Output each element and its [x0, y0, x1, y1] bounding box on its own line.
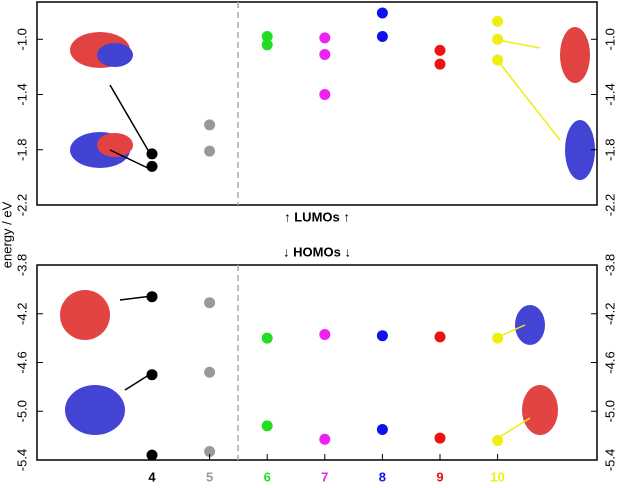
y-tick-label: -1.4: [602, 83, 617, 105]
x-tick-label: 7: [321, 469, 328, 484]
x-tick-label: 4: [148, 469, 156, 484]
y-tick-label: -5.0: [14, 400, 29, 422]
y-tick-label: -4.2: [14, 303, 29, 325]
y-tick-label: -4.6: [602, 351, 617, 373]
orbital-level: [377, 31, 388, 42]
plot-frame: [37, 265, 597, 460]
orbital-pictures: [60, 27, 595, 435]
orbital-level: [204, 297, 215, 308]
x-tick-label: 10: [490, 469, 504, 484]
orbital-lobe: [65, 385, 125, 435]
orbital-level: [262, 39, 273, 50]
orbital-level: [319, 434, 330, 445]
orbital-level: [204, 146, 215, 157]
y-tick-label: -5.0: [602, 400, 617, 422]
y-tick-label: -2.2: [14, 194, 29, 216]
y-tick-label: -2.2: [602, 194, 617, 216]
x-tick-label: 5: [206, 469, 213, 484]
y-axis-label: energy / eV: [0, 201, 14, 268]
y-tick-label: -1.8: [602, 139, 617, 161]
orbital-level: [435, 59, 446, 70]
y-tick-label: -5.4: [14, 449, 29, 471]
y-tick-label: -1.8: [14, 139, 29, 161]
orbital-level: [377, 330, 388, 341]
orbital-level: [319, 329, 330, 340]
orbital-lobe: [522, 385, 558, 435]
orbital-level: [377, 424, 388, 435]
orbital-level: [492, 16, 503, 27]
connector: [498, 61, 560, 140]
x-tick-label: 9: [436, 469, 443, 484]
orbital-level: [492, 333, 503, 344]
orbital-level: [435, 45, 446, 56]
orbital-level: [435, 331, 446, 342]
orbital-level: [435, 433, 446, 444]
y-tick-label: -1.0: [602, 28, 617, 50]
orbital-level: [262, 420, 273, 431]
y-tick-label: -3.8: [14, 254, 29, 276]
orbital-lobe: [565, 120, 595, 180]
orbital-lobe: [60, 290, 110, 340]
orbital-level: [319, 32, 330, 43]
orbital-level: [319, 49, 330, 60]
connector: [125, 373, 152, 390]
panel-annotation: ↑ LUMOs ↑: [284, 209, 350, 224]
y-tick-label: -3.8: [602, 254, 617, 276]
orbital-level: [204, 119, 215, 130]
chart: -1.0 -1.0 -1.4 -1.4 -1.8 -1.8 -2.2 -2.2 ↑ LUMOs …: [0, 0, 622, 488]
y-tick-label: -4.2: [602, 303, 617, 325]
x-tick-label: 6: [264, 469, 271, 484]
orbital-lobe: [97, 133, 133, 157]
orbital-level: [204, 367, 215, 378]
y-tick-label: -1.0: [14, 28, 29, 50]
orbital-lobe: [515, 305, 545, 345]
orbital-level: [147, 161, 158, 172]
connector: [498, 40, 540, 48]
orbital-level: [492, 34, 503, 45]
orbital-lobe: [560, 27, 590, 83]
connector: [498, 418, 530, 438]
panel-annotation: ↓ HOMOs ↓: [283, 244, 351, 259]
orbital-level: [377, 8, 388, 19]
orbital-level: [492, 55, 503, 66]
x-tick-label: 8: [379, 469, 386, 484]
orbital-level: [319, 89, 330, 100]
orbital-level: [262, 333, 273, 344]
y-tick-label: -4.6: [14, 351, 29, 373]
orbital-lobe: [97, 43, 133, 67]
y-tick-label: -1.4: [14, 83, 29, 105]
y-tick-label: -5.4: [602, 449, 617, 471]
